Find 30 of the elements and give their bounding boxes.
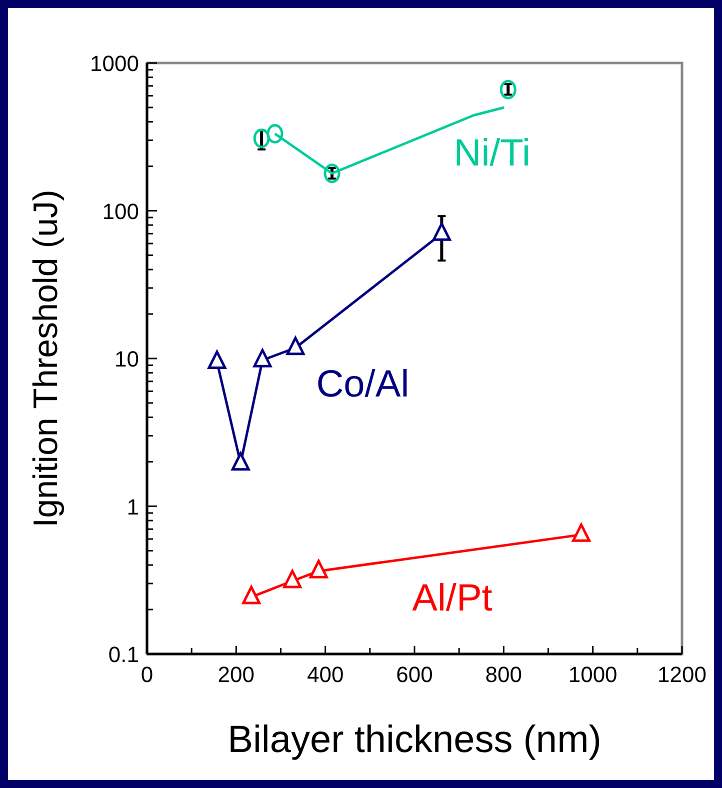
y-tick-label: 0.1 (108, 642, 139, 667)
y-tick-label: 10 (114, 346, 139, 372)
point (572, 523, 590, 542)
point (432, 222, 451, 241)
point (253, 348, 272, 368)
point (253, 128, 270, 148)
y-tick-label: 100 (102, 198, 139, 224)
point (309, 560, 328, 578)
x-tick-label: 600 (396, 662, 433, 687)
point (231, 452, 250, 471)
x-tick-label: 1200 (658, 662, 706, 687)
series-label: Al/Pt (412, 578, 493, 620)
point (208, 350, 226, 370)
y-axis-title: Ignition Threshold (uJ) (27, 190, 65, 528)
point (324, 164, 340, 184)
x-tick-label: 800 (485, 662, 522, 687)
x-axis-title: Bilayer thickness (nm) (228, 719, 602, 761)
point (500, 80, 516, 100)
point (242, 586, 261, 604)
point (266, 124, 284, 144)
point (283, 570, 302, 588)
point (286, 336, 305, 356)
x-tick-label: 1000 (568, 662, 618, 687)
y-tick-label: 1 (126, 494, 139, 520)
x-tick-label: 200 (218, 662, 255, 687)
x-tick-label: 0 (140, 662, 154, 687)
series-label: Ni/Ti (454, 132, 530, 175)
x-tick-label: 400 (306, 662, 344, 687)
series-label: Co/Al (316, 364, 410, 406)
y-tick-label: 1000 (90, 51, 139, 76)
